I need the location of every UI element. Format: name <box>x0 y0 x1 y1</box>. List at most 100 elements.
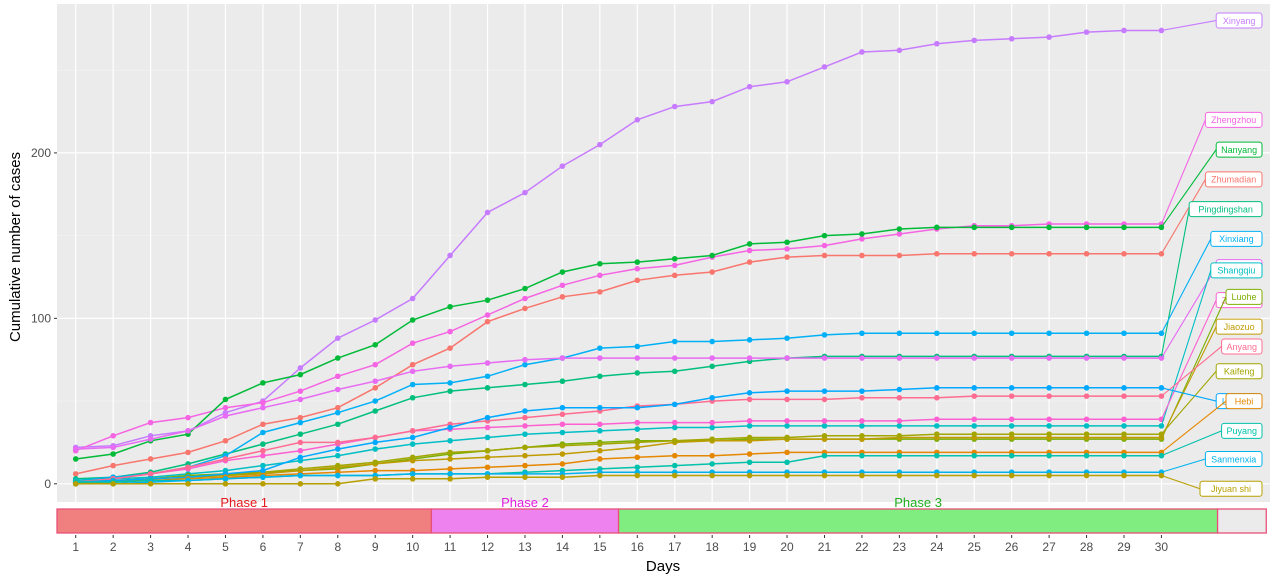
data-point-nanyang <box>484 297 491 303</box>
data-point-sanmenxia <box>222 476 229 482</box>
data-point-pingdingshan <box>634 370 641 376</box>
data-point-kaifeng <box>971 431 978 437</box>
data-point-pingdingshan <box>671 368 678 375</box>
data-point-zhumadian <box>1121 251 1127 257</box>
data-point-jiyuan-shi <box>222 481 229 487</box>
series-line-kaifeng <box>75 433 1162 483</box>
data-point-pingdingshan <box>334 421 341 428</box>
data-point-xuchang <box>260 404 266 411</box>
data-point-xuchang <box>746 355 753 361</box>
data-point-zhoukou <box>933 416 940 423</box>
data-point-xinyang <box>409 295 416 302</box>
data-point-shangqiu <box>484 434 491 441</box>
label-box-sanmenxia <box>1204 450 1263 467</box>
data-point-xuchang <box>222 413 229 419</box>
series-label-zhengzhou: Zhengzhou <box>1211 115 1256 125</box>
data-point-zhengzhou <box>784 246 790 252</box>
data-point-pingdingshan <box>597 373 603 380</box>
data-point-kaifeng <box>1121 431 1127 437</box>
data-point-nanyang <box>409 317 416 323</box>
data-point-zhoukou <box>297 447 304 454</box>
data-point-pingdingshan <box>297 431 304 437</box>
data-point-xuchang <box>859 355 865 361</box>
data-point-xinyang <box>372 317 379 323</box>
data-point-zhumadian <box>409 361 416 368</box>
data-point-luoyang <box>447 424 453 431</box>
data-point-jiyuan-shi <box>709 472 715 479</box>
x-tick-label: 6 <box>260 540 267 554</box>
data-point-jiyuan-shi <box>671 472 678 479</box>
x-tick-label: 15 <box>593 540 607 554</box>
series-label-jiaozuo: Jiaozuo <box>1224 322 1255 332</box>
data-point-pingdingshan <box>409 394 416 401</box>
label-box-jiyuan-shi <box>1199 480 1263 497</box>
data-point-xinxiang <box>1158 330 1165 337</box>
series-line-zhoukou <box>75 418 1162 483</box>
data-point-anyang <box>522 414 528 421</box>
data-point-jiyuan-shi <box>372 476 379 482</box>
data-point-xuchang <box>447 363 453 370</box>
data-point-xuchang <box>409 368 416 375</box>
series-label-puyang: Puyang <box>1227 426 1258 436</box>
data-point-zhumadian <box>522 305 528 312</box>
data-point-nanyang <box>784 239 790 246</box>
label-box-hebi <box>1225 393 1263 410</box>
data-point-jiyuan-shi <box>784 472 790 479</box>
data-point-zhumadian <box>559 294 566 300</box>
label-box-puyang <box>1221 422 1263 439</box>
data-point-zhoukou <box>709 419 715 426</box>
data-point-zhengzhou <box>484 312 491 318</box>
data-point-anyang <box>971 393 978 399</box>
data-point-shangqiu <box>409 441 416 447</box>
data-point-xinyang <box>709 98 715 105</box>
series-line-zhumadian <box>75 253 1162 475</box>
data-point-xinyang <box>821 64 828 70</box>
data-point-zhumadian <box>185 449 191 456</box>
label-box-nanyang <box>1215 141 1263 158</box>
label-box-zhengzhou <box>1204 111 1263 128</box>
data-point-luoyang <box>260 467 266 474</box>
data-point-nanyang <box>896 226 903 232</box>
data-point-jiyuan-shi <box>447 476 453 482</box>
data-point-puyang <box>1121 452 1127 459</box>
data-point-jiyuan-shi <box>597 472 603 479</box>
data-point-nanyang <box>559 269 566 275</box>
data-point-anyang <box>896 394 903 401</box>
data-point-hebi <box>597 456 603 462</box>
data-point-pingdingshan <box>522 381 528 388</box>
data-point-shangqiu <box>933 423 940 429</box>
data-point-shangqiu <box>334 452 341 459</box>
data-point-xinxiang <box>522 361 528 368</box>
data-point-pingdingshan <box>372 408 379 414</box>
phase-bar-1 <box>56 508 433 534</box>
x-tick-label: 1 <box>72 540 79 554</box>
data-point-zhumadian <box>896 252 903 259</box>
label-connector-xinyang <box>1161 20 1217 32</box>
data-point-puyang <box>896 452 903 459</box>
y-axis-label: Cumulative number of cases <box>7 152 24 342</box>
data-point-jiaozuo <box>522 452 528 459</box>
data-point-shangqiu <box>784 423 790 429</box>
data-point-xinyang <box>1008 35 1015 42</box>
data-point-xuchang <box>709 355 715 361</box>
data-point-puyang <box>709 461 715 467</box>
data-point-xinxiang <box>671 338 678 345</box>
data-point-zhengzhou <box>671 262 678 269</box>
data-point-puyang <box>784 459 790 466</box>
data-point-kaifeng <box>821 433 828 439</box>
phase-label-2: Phase 2 <box>501 495 549 510</box>
x-tick-label: 25 <box>968 540 982 554</box>
data-point-anyang <box>297 439 304 446</box>
phase-bar-4 <box>1216 508 1267 534</box>
label-connector-zhengzhou <box>1160 119 1206 225</box>
data-point-nanyang <box>447 303 453 310</box>
data-point-luoyang <box>671 401 678 408</box>
data-point-pingdingshan <box>709 363 715 370</box>
data-point-zhengzhou <box>859 236 865 242</box>
data-point-zhumadian <box>859 252 865 259</box>
data-point-xuchang <box>933 355 940 361</box>
data-point-shangqiu <box>597 428 603 434</box>
data-point-xuchang <box>1083 355 1090 361</box>
data-point-zhoukou <box>522 423 528 429</box>
data-point-xuchang <box>1046 355 1052 361</box>
